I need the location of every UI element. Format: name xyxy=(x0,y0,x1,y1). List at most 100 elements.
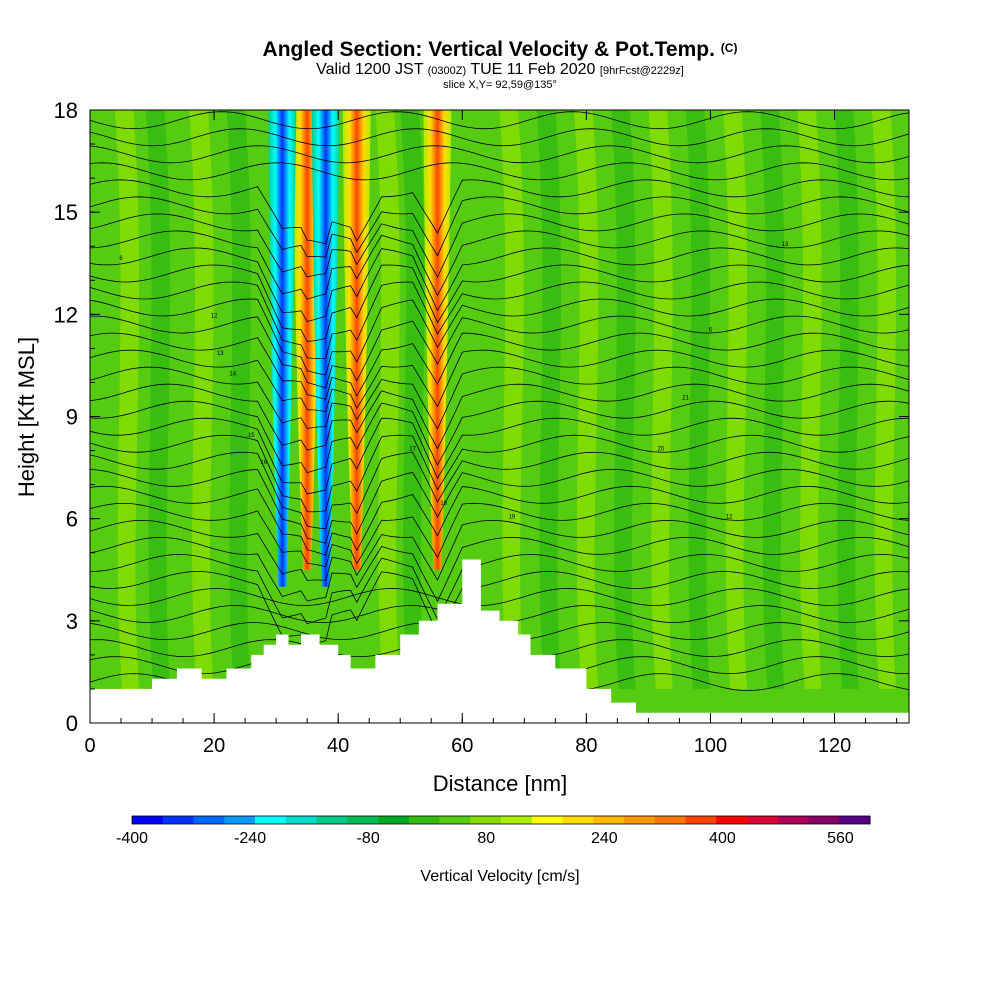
theta-contour-label: 12 xyxy=(726,515,733,521)
valid-date: TUE 11 Feb 2020 xyxy=(470,61,596,78)
colorbar-swatch xyxy=(593,816,625,824)
theta-contour-label: 15 xyxy=(248,433,255,439)
colorbar-tick-label: -400 xyxy=(116,830,148,847)
velocity-band xyxy=(375,110,400,689)
colorbar-swatch xyxy=(470,816,502,824)
velocity-band xyxy=(685,110,710,689)
theta-contour-label: 13 xyxy=(217,351,224,357)
y-tick-label: 18 xyxy=(54,98,78,123)
valid-time: Valid 1200 JST xyxy=(316,61,424,78)
colorbar-swatch xyxy=(685,816,717,824)
theta-contour xyxy=(90,451,909,530)
colorbar-tick-label: -80 xyxy=(357,830,380,847)
theta-contour-label: 18 xyxy=(440,501,447,507)
velocity-band xyxy=(145,110,171,689)
theta-contour-label: 6 xyxy=(709,327,713,333)
colorbar-tick-label: 80 xyxy=(477,830,495,847)
colorbar-swatch xyxy=(224,816,256,824)
colorbar-swatch xyxy=(378,816,410,824)
velocity-band xyxy=(871,110,897,689)
theta-contour xyxy=(90,230,909,300)
theta-contour xyxy=(90,162,909,181)
forecast-info: [9hrFcst@2229z] xyxy=(599,65,684,77)
theta-contour xyxy=(90,179,909,245)
slice-label: slice X,Y= 92,59@135° xyxy=(443,79,557,91)
chart-title-block: Angled Section: Vertical Velocity & Pot.… xyxy=(0,36,1000,91)
x-tick-label: 60 xyxy=(451,735,473,757)
colorbar-swatch xyxy=(777,816,809,824)
velocity-band xyxy=(499,110,524,689)
colorbar-swatch xyxy=(255,816,287,824)
y-tick-label: 9 xyxy=(66,405,78,430)
theta-contour-label: 19 xyxy=(509,515,516,521)
theta-contour-label: 20 xyxy=(657,447,664,453)
terrain xyxy=(90,559,909,723)
colorbar-swatch xyxy=(747,816,779,824)
velocity-band xyxy=(760,110,785,689)
theta-contour xyxy=(90,247,909,322)
colorbar-swatch xyxy=(347,816,379,824)
downdraft-core xyxy=(311,110,340,587)
colorbar-swatch xyxy=(716,816,748,824)
chart-title: Angled Section: Vertical Velocity & Pot.… xyxy=(262,38,715,61)
theta-contour xyxy=(90,366,909,430)
y-tick-label: 12 xyxy=(54,302,78,327)
colorbar-swatch xyxy=(624,816,656,824)
theta-contour xyxy=(90,468,909,544)
theta-contour-label: 13 xyxy=(782,242,789,248)
theta-contour xyxy=(90,145,909,164)
theta-contour xyxy=(90,281,909,360)
theta-contour xyxy=(90,332,909,400)
y-tick-label: 3 xyxy=(66,609,78,634)
theta-contour xyxy=(90,196,909,258)
theta-contour xyxy=(90,536,909,602)
velocity-band xyxy=(722,110,748,689)
velocity-band xyxy=(797,110,822,689)
theta-contour xyxy=(90,349,909,413)
theta-contour xyxy=(90,553,909,625)
velocity-band xyxy=(536,110,562,689)
velocity-band xyxy=(573,110,599,689)
velocity-band xyxy=(648,110,673,689)
colorbar-swatch xyxy=(285,816,317,824)
colorbar-tick-label: 240 xyxy=(591,830,618,847)
theta-contour xyxy=(90,571,909,647)
y-tick-label: 15 xyxy=(54,200,78,225)
theta-contour-label: 16 xyxy=(260,460,267,466)
theta-contour xyxy=(90,128,909,147)
theta-contour xyxy=(90,264,909,342)
theta-contour xyxy=(90,588,909,606)
theta-contour xyxy=(90,485,909,556)
y-tick-label: 6 xyxy=(66,507,78,532)
theta-contour xyxy=(90,213,909,278)
theta-contour-label: 12 xyxy=(211,314,218,320)
chart-title-suffix: (C) xyxy=(720,41,738,55)
colorbar-swatch xyxy=(501,816,533,824)
x-tick-label: 100 xyxy=(694,735,727,757)
x-tick-label: 120 xyxy=(818,735,851,757)
colorbar-swatch xyxy=(132,816,164,824)
theta-contour xyxy=(90,417,909,495)
theta-contour xyxy=(90,383,909,451)
colorbar-swatch xyxy=(439,816,471,824)
colorbar-frame xyxy=(131,815,871,825)
theta-contour xyxy=(90,298,909,376)
x-tick-label: 20 xyxy=(203,735,225,757)
colorbar-swatch xyxy=(193,816,225,824)
theta-contour xyxy=(90,502,909,568)
updraft-core xyxy=(423,110,452,570)
x-axis-label: Distance [nm] xyxy=(433,771,568,796)
theta-contour-label: 6 xyxy=(119,256,123,262)
colorbar-swatch xyxy=(562,816,594,824)
theta-contour-label: 21 xyxy=(682,395,689,401)
utc-time: (0300Z) xyxy=(427,65,467,77)
colorbar-tick-label: 560 xyxy=(827,830,854,847)
theta-contour xyxy=(90,111,909,130)
colorbar-tick-label: 400 xyxy=(709,830,736,847)
colorbar-swatch xyxy=(316,816,348,824)
velocity-band xyxy=(834,110,859,689)
theta-contour-label: 14 xyxy=(229,372,236,378)
x-tick-label: 80 xyxy=(575,735,597,757)
y-tick-label: 0 xyxy=(66,711,78,736)
